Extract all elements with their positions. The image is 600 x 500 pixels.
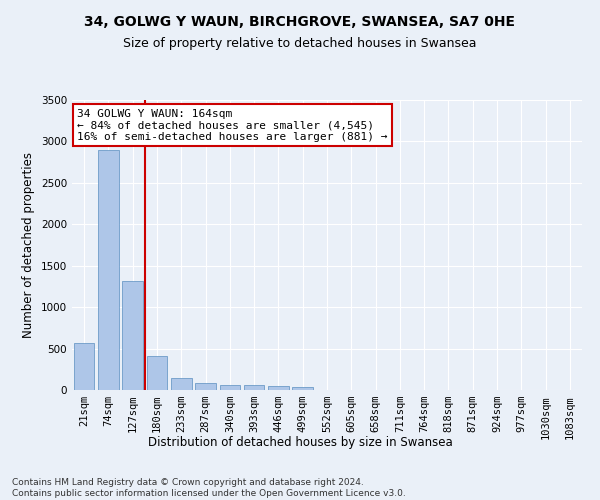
Text: 34 GOLWG Y WAUN: 164sqm
← 84% of detached houses are smaller (4,545)
16% of semi: 34 GOLWG Y WAUN: 164sqm ← 84% of detache… xyxy=(77,108,388,142)
Text: Size of property relative to detached houses in Swansea: Size of property relative to detached ho… xyxy=(123,38,477,51)
Text: Distribution of detached houses by size in Swansea: Distribution of detached houses by size … xyxy=(148,436,452,449)
Text: Contains HM Land Registry data © Crown copyright and database right 2024.
Contai: Contains HM Land Registry data © Crown c… xyxy=(12,478,406,498)
Text: 34, GOLWG Y WAUN, BIRCHGROVE, SWANSEA, SA7 0HE: 34, GOLWG Y WAUN, BIRCHGROVE, SWANSEA, S… xyxy=(85,15,515,29)
Bar xyxy=(98,150,119,390)
Y-axis label: Number of detached properties: Number of detached properties xyxy=(22,152,35,338)
Bar xyxy=(195,383,216,390)
Bar xyxy=(146,356,167,390)
Bar xyxy=(292,387,313,390)
Bar xyxy=(268,386,289,390)
Bar xyxy=(74,343,94,390)
Bar xyxy=(171,378,191,390)
Bar xyxy=(220,385,240,390)
Bar xyxy=(122,280,143,390)
Bar xyxy=(244,386,265,390)
